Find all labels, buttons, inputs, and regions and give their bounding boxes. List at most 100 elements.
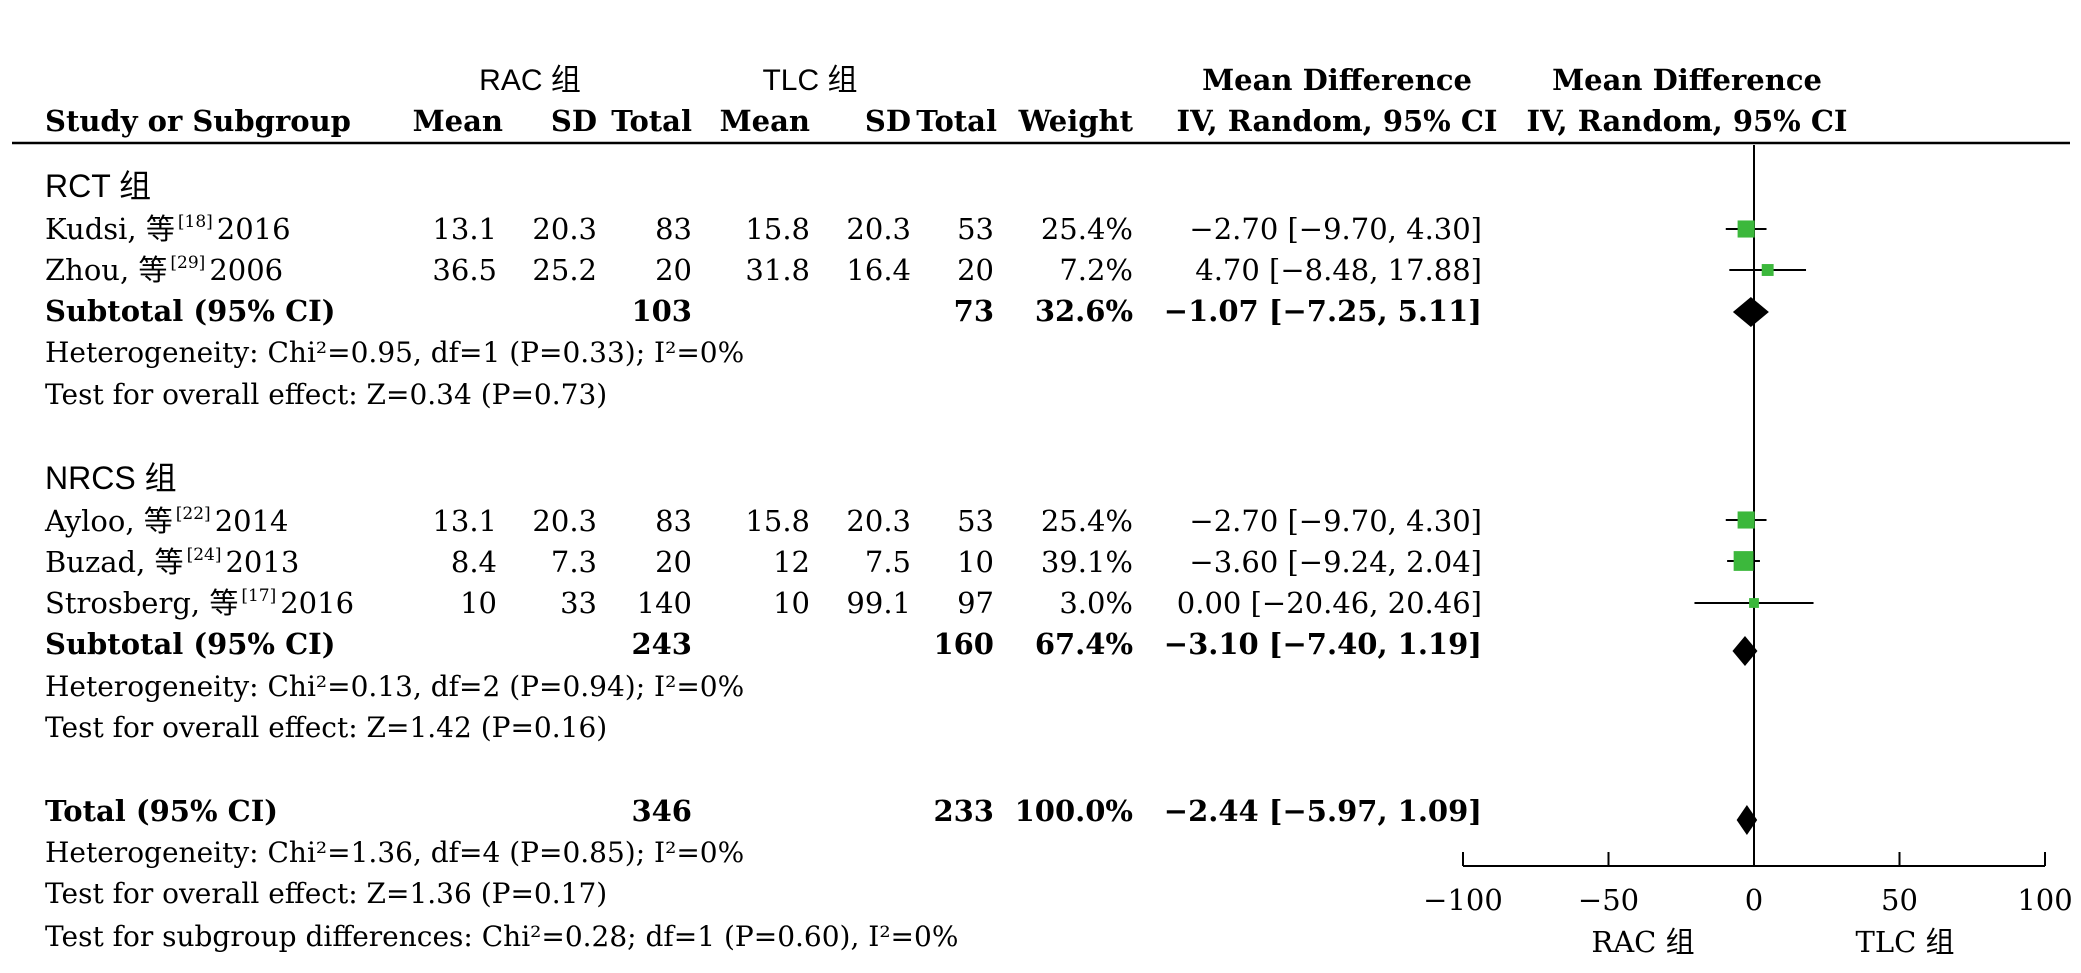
study-author: Buzad, 等 (45, 545, 184, 579)
plot-header-2: IV, Random, 95% CI (1527, 104, 1848, 138)
study-total-a: 20 (655, 253, 692, 287)
study-row: Kudsi, 等 [18] 2016 13.1 20.3 83 15.8 20.3 … (45, 212, 1482, 246)
study-square (1733, 551, 1754, 571)
x-axis-tick-labels: −100 −50 0 50 100 (1423, 883, 2073, 917)
study-mean-b: 31.8 (745, 253, 810, 287)
study-mean-b: 15.8 (745, 212, 810, 246)
subtotal-total-b: 73 (954, 294, 994, 328)
study-ci-text: 4.70 [−8.48, 17.88] (1195, 253, 1482, 287)
study-author: Strosberg, 等 (45, 586, 238, 620)
study-mean-a: 13.1 (432, 212, 497, 246)
study-ci-text: −3.60 [−9.24, 2.04] (1189, 545, 1482, 579)
total-total-b: 233 (933, 794, 994, 828)
summary-diamond (1736, 805, 1758, 835)
study-year: 2016 (280, 586, 354, 620)
study-row: Strosberg, 等 [17] 2016 10 33 140 10 99.1 9… (45, 586, 1482, 620)
study-ref: [22] (176, 504, 211, 524)
total-weight: 100.0% (1015, 794, 1133, 828)
subtotal-total-a: 103 (631, 294, 692, 328)
total-row: Total (95% CI) 346 233 100.0% −2.44 [−5.… (45, 794, 1482, 828)
heterogeneity-text: Heterogeneity: Chi²=0.95, df=1 (P=0.33);… (45, 336, 744, 369)
subtotal-label: Subtotal (95% CI) (45, 294, 335, 328)
study-year: 2014 (215, 504, 289, 538)
subtotal-weight: 32.6% (1035, 294, 1133, 328)
col-weight-header: Weight (1018, 104, 1134, 138)
total-heterogeneity-text: Heterogeneity: Chi²=1.36, df=4 (P=0.85);… (45, 836, 744, 869)
study-total-b: 97 (957, 586, 994, 620)
study-sd-b: 20.3 (846, 212, 911, 246)
study-row: Zhou, 等 [29] 2006 36.5 25.2 20 31.8 16.4 2… (45, 253, 1482, 287)
study-sd-b: 7.5 (865, 545, 911, 579)
overall-effect-text: Test for overall effect: Z=0.34 (P=0.73) (45, 378, 607, 411)
study-weight: 25.4% (1041, 212, 1133, 246)
subtotal-ci-text: −3.10 [−7.40, 1.19] (1164, 627, 1482, 661)
subtotal-ci-text: −1.07 [−7.25, 5.11] (1164, 294, 1482, 328)
study-sd-a: 7.3 (551, 545, 597, 579)
tick-label: 50 (1881, 883, 1918, 917)
total-label: Total (95% CI) (45, 794, 278, 828)
subgroup-differences-text: Test for subgroup differences: Chi²=0.28… (45, 920, 958, 953)
study-author: Ayloo, 等 (44, 504, 173, 538)
study-weight: 39.1% (1041, 545, 1133, 579)
total-total-a: 346 (631, 794, 692, 828)
heterogeneity-text: Heterogeneity: Chi²=0.13, df=2 (P=0.94);… (45, 670, 744, 703)
svg-text:Strosberg, 等[17]2016: Strosberg, 等 [17] 2016 (45, 586, 354, 620)
col-study-header: Study or Subgroup (45, 104, 351, 138)
subtotal-label: Subtotal (95% CI) (45, 627, 335, 661)
study-ref: [29] (170, 253, 205, 273)
group-b-header: TLC 组 (762, 64, 857, 97)
study-weight: 7.2% (1059, 253, 1133, 287)
col-sd-a-header: SD (551, 104, 597, 138)
study-year: 2016 (217, 212, 291, 246)
tick-label: 100 (2017, 883, 2072, 917)
svg-text:Buzad, 等[24]2013: Buzad, 等 [24] 2013 (45, 545, 299, 579)
study-sd-a: 25.2 (532, 253, 597, 287)
favours-right-label: TLC 组 (1855, 925, 1954, 959)
summary-diamond (1732, 636, 1758, 666)
total-overall-effect-text: Test for overall effect: Z=1.36 (P=0.17) (45, 877, 607, 910)
subtotal-weight: 67.4% (1035, 627, 1133, 661)
study-sd-a: 20.3 (532, 212, 597, 246)
svg-text:Kudsi, 等[18]2016: Kudsi, 等 [18] 2016 (45, 212, 291, 246)
forest-marks (1694, 220, 1814, 835)
study-total-a: 20 (655, 545, 692, 579)
study-total-b: 53 (957, 504, 994, 538)
study-row: Buzad, 等 [24] 2013 8.4 7.3 20 12 7.5 10 39… (45, 545, 1482, 579)
subgroup-title: NRCS 组 (45, 460, 177, 496)
study-square (1749, 598, 1759, 608)
study-total-a: 140 (637, 586, 692, 620)
study-sd-b: 20.3 (846, 504, 911, 538)
summary-diamond (1732, 297, 1769, 327)
study-sd-b: 16.4 (846, 253, 911, 287)
col-total-a-header: Total (611, 104, 692, 138)
study-row: Ayloo, 等 [22] 2014 13.1 20.3 83 15.8 20.3 … (44, 504, 1482, 538)
study-ref: [18] (178, 212, 213, 232)
study-sd-b: 99.1 (846, 586, 911, 620)
col-total-b-header: Total (916, 104, 997, 138)
subgroup-title: RCT 组 (45, 168, 151, 204)
favours-left-label: RAC 组 (1591, 925, 1694, 959)
study-ci-text: 0.00 [−20.46, 20.46] (1177, 586, 1482, 620)
col-sd-b-header: SD (865, 104, 911, 138)
study-total-b: 53 (957, 212, 994, 246)
tick-label: 0 (1745, 883, 1763, 917)
study-mean-b: 10 (773, 586, 810, 620)
col-mean-b-header: Mean (720, 104, 810, 138)
subtotal-row: Subtotal (95% CI) 243 160 67.4% −3.10 [−… (45, 627, 1482, 661)
study-mean-a: 10 (460, 586, 497, 620)
study-mean-b: 12 (773, 545, 810, 579)
study-weight: 3.0% (1059, 586, 1133, 620)
subtotal-row: Subtotal (95% CI) 103 73 32.6% −1.07 [−7… (45, 294, 1482, 328)
tick-label: −50 (1578, 883, 1639, 917)
study-ci-text: −2.70 [−9.70, 4.30] (1189, 212, 1482, 246)
study-square (1737, 511, 1755, 529)
svg-text:Zhou, 等[29]2006: Zhou, 等 [29] 2006 (45, 253, 283, 287)
study-year: 2006 (209, 253, 283, 287)
overall-effect-text: Test for overall effect: Z=1.42 (P=0.16) (45, 711, 607, 744)
study-sd-a: 20.3 (532, 504, 597, 538)
study-sd-a: 33 (560, 586, 597, 620)
study-ci-text: −2.70 [−9.70, 4.30] (1189, 504, 1482, 538)
subtotal-total-b: 160 (933, 627, 994, 661)
md-header-1: Mean Difference (1202, 63, 1472, 97)
